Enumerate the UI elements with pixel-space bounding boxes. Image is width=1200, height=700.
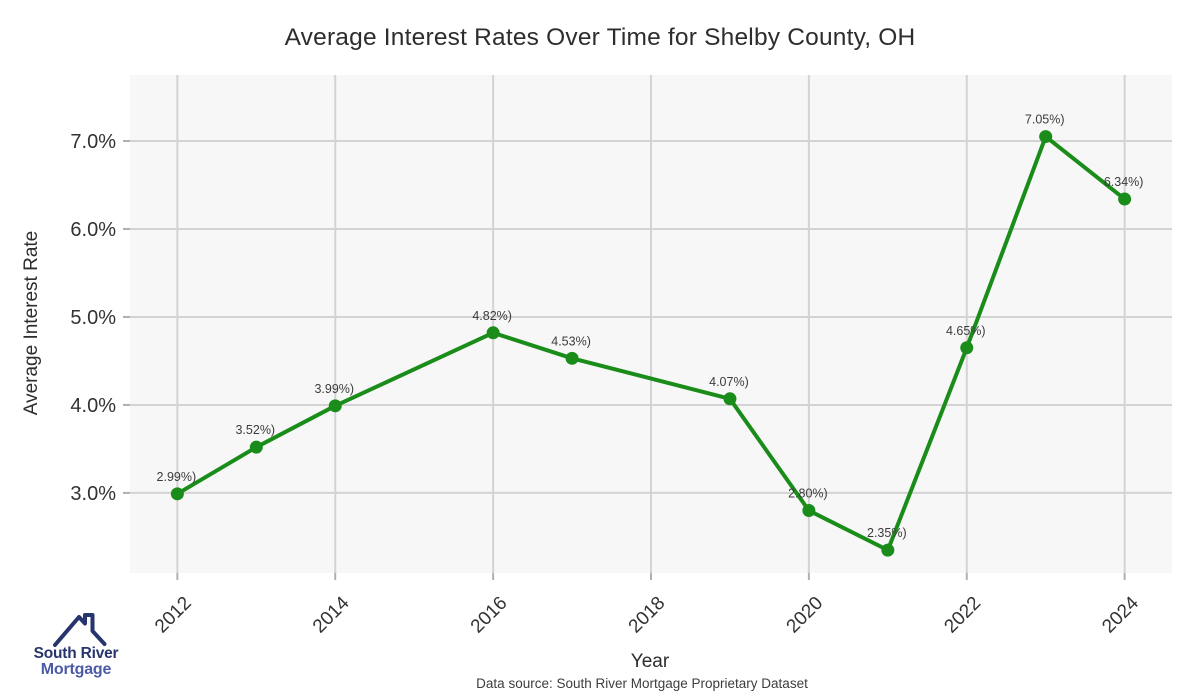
data-point-label: 4.07%) [709,375,749,389]
data-point-marker [486,326,500,340]
y-tick-label: 3.0% [70,483,116,505]
x-tick-label: 2024 [1098,592,1143,637]
y-tick-label: 6.0% [70,219,116,241]
y-tick-label: 5.0% [70,307,116,329]
chart-title: Average Interest Rates Over Time for She… [284,24,916,51]
x-tick-label: 2020 [783,593,828,638]
data-point-marker [723,392,737,406]
x-tick-label: 2012 [151,593,196,638]
data-point-label: 3.99%) [314,382,354,396]
data-point-marker [881,543,895,557]
x-tick-label: 2014 [309,592,354,637]
data-point-label: 4.53%) [551,334,591,348]
x-tick-label: 2016 [467,593,512,638]
data-point-marker [802,504,816,518]
data-source-caption: Data source: South River Mortgage Propri… [476,676,808,691]
data-point-marker [170,487,184,501]
data-point-label: 7.05%) [1025,113,1065,127]
south-river-mortgage-logo: South River Mortgage [20,612,132,678]
x-tick-label: 2022 [940,593,985,638]
data-point-label: 2.80%) [788,487,828,501]
data-point-label: 2.35%) [867,526,907,540]
x-tick-label: 2018 [625,593,670,638]
data-point-label: 3.52%) [235,423,275,437]
data-point-marker [1039,130,1053,144]
data-point-marker [328,399,342,413]
x-axis-title: Year [630,651,670,672]
logo-text-line1: South River [33,645,119,662]
data-point-marker [249,440,263,454]
data-point-label: 2.99%) [157,470,197,484]
data-point-marker [565,351,579,365]
logo-text-line2: Mortgage [40,660,112,678]
house-roof-icon [53,613,107,647]
data-point-marker [960,341,974,355]
data-point-marker [1118,192,1132,206]
data-point-label: 6.34%) [1104,175,1144,189]
data-point-label: 4.65%) [946,324,986,338]
y-tick-label: 4.0% [70,395,116,417]
y-tick-label: 7.0% [70,131,116,153]
data-point-label: 4.82%) [472,309,512,323]
